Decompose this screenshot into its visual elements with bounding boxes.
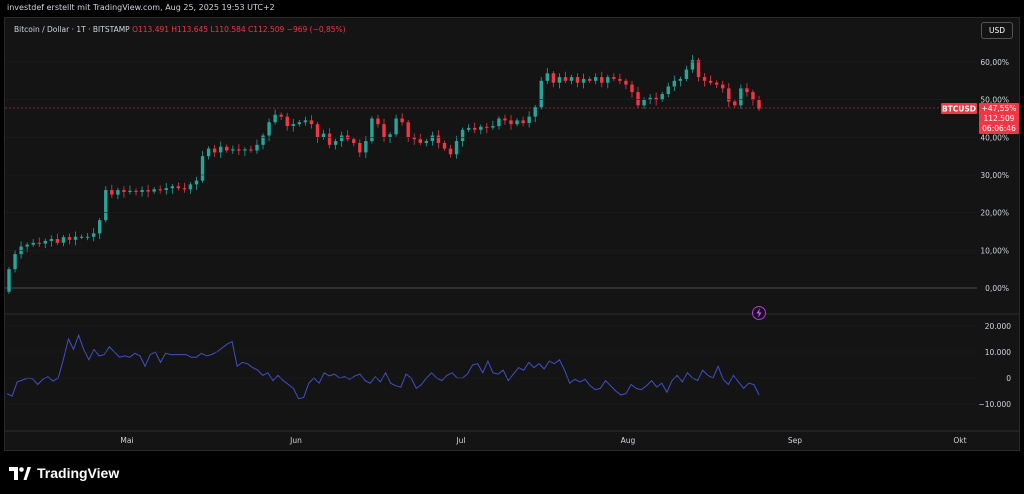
tradingview-logo-text: TradingView bbox=[37, 465, 120, 481]
currency-button[interactable]: USD bbox=[981, 22, 1013, 39]
top-bar: investdef erstellt mit TradingView.com, … bbox=[0, 0, 1024, 17]
chart-credit: investdef erstellt mit TradingView.com, … bbox=[7, 3, 275, 12]
tradingview-logo-icon bbox=[9, 466, 31, 480]
chart-frame[interactable] bbox=[4, 17, 1020, 451]
symbol-name: Bitcoin / Dollar · 1T · BITSTAMP bbox=[14, 25, 130, 34]
symbol-legend[interactable]: Bitcoin / Dollar · 1T · BITSTAMP O113.49… bbox=[14, 25, 346, 34]
tradingview-logo[interactable]: TradingView bbox=[9, 465, 119, 481]
ohlc-values: O113.491 H113.645 L110.584 C112.509 −969… bbox=[132, 25, 346, 34]
footer-bar bbox=[0, 452, 1024, 494]
